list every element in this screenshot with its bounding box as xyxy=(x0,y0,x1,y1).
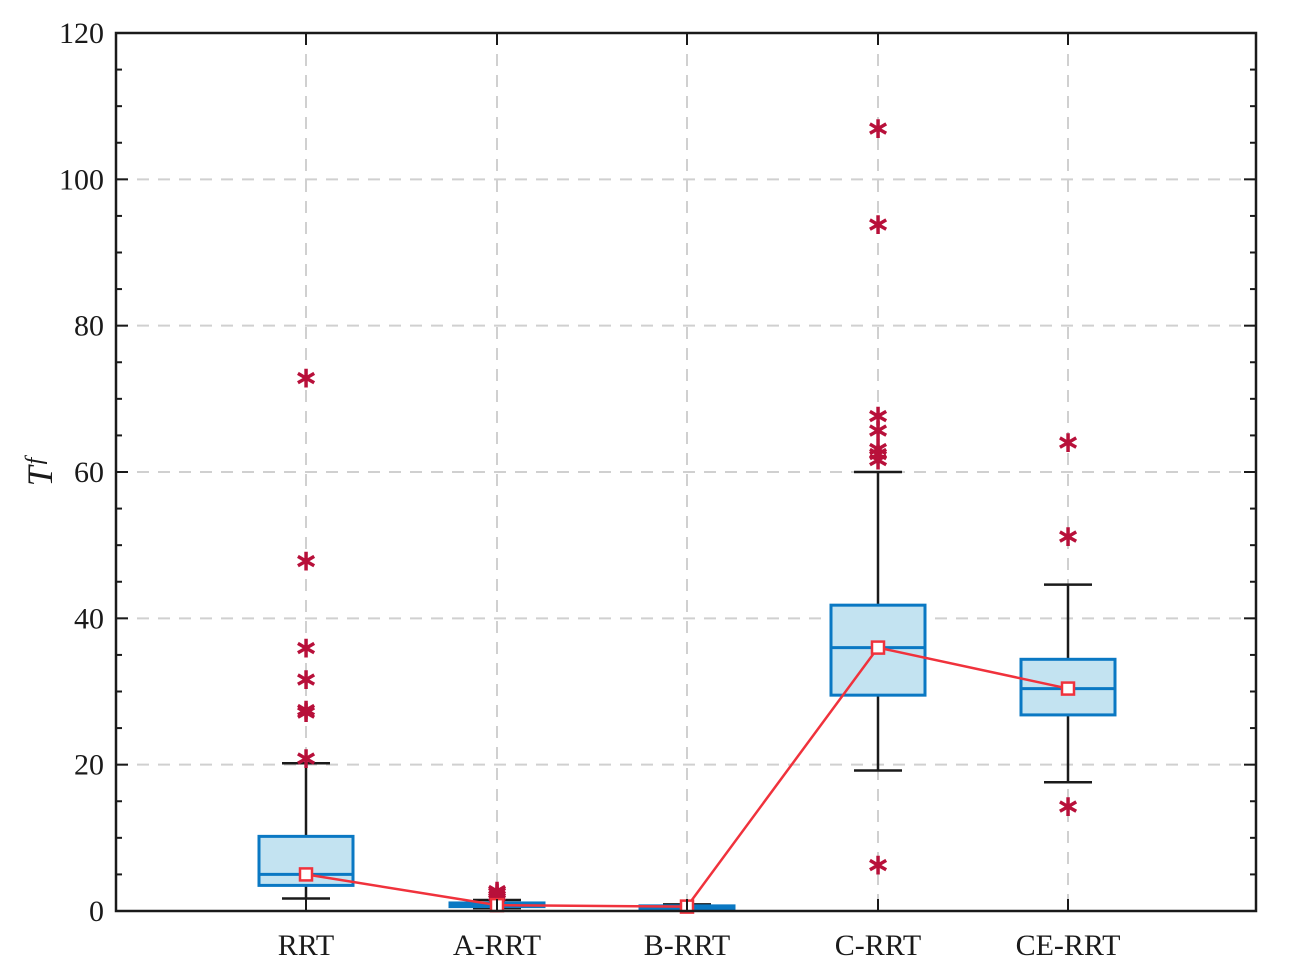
box-ce-rrt: ∗ ∗ ∗ xyxy=(1019,425,1117,824)
outlier-marker: ∗ xyxy=(293,662,318,697)
y-axis-label: Tf xyxy=(20,454,60,486)
outlier-marker: ∗ xyxy=(1055,519,1080,554)
y-tick-label: 60 xyxy=(74,456,104,489)
y-tick-label: 0 xyxy=(89,895,104,928)
y-axis-label-subscript: f xyxy=(22,454,48,464)
outlier-marker: ∗ xyxy=(293,360,318,395)
axis-labels: Tf 0 20 40 60 80 100 120 RRT A-RRT B-RRT C-RRT CE-R… xyxy=(20,17,1120,962)
box-c-rrt: ∗∗∗∗∗∗∗∗ xyxy=(829,111,927,883)
outlier-marker: ∗ xyxy=(865,848,890,883)
y-tick-label: 20 xyxy=(74,749,104,782)
x-tick-label-ce-rrt: CE-RRT xyxy=(1016,929,1121,962)
grid-lines xyxy=(116,33,1256,911)
outlier-marker: ∗ xyxy=(293,741,318,776)
median-point xyxy=(870,640,886,655)
outlier-marker: ∗ xyxy=(293,695,318,730)
median-point xyxy=(1060,681,1076,696)
y-tick-label: 80 xyxy=(74,310,104,343)
outlier-marker: ∗ xyxy=(293,543,318,578)
x-tick-label-b-rrt: B-RRT xyxy=(644,929,731,962)
outlier-marker: ∗ xyxy=(865,207,890,242)
outlier-marker: ∗ xyxy=(865,398,890,433)
outlier-marker: ∗ xyxy=(293,693,318,728)
median-point xyxy=(298,867,314,882)
outlier-marker: ∗ xyxy=(865,437,890,472)
outlier-marker: ∗ xyxy=(1055,789,1080,824)
outlier-marker: ∗ xyxy=(1055,425,1080,460)
y-axis-label-main: T xyxy=(20,463,60,486)
outlier-marker: ∗ xyxy=(293,630,318,665)
outlier-marker: ∗ xyxy=(865,431,890,466)
y-tick-label: 100 xyxy=(59,163,104,196)
outlier-marker: ∗ xyxy=(865,413,890,448)
outlier-marker: ∗ xyxy=(865,442,890,477)
outlier-marker: ∗ xyxy=(865,111,890,146)
x-tick-label-a-rrt: A-RRT xyxy=(453,929,541,962)
x-tick-label-rrt: RRT xyxy=(278,929,335,962)
y-tick-label: 120 xyxy=(59,17,104,50)
axes xyxy=(114,31,1258,913)
x-tick-label-c-rrt: C-RRT xyxy=(835,929,922,962)
y-tick-label: 40 xyxy=(74,602,104,635)
